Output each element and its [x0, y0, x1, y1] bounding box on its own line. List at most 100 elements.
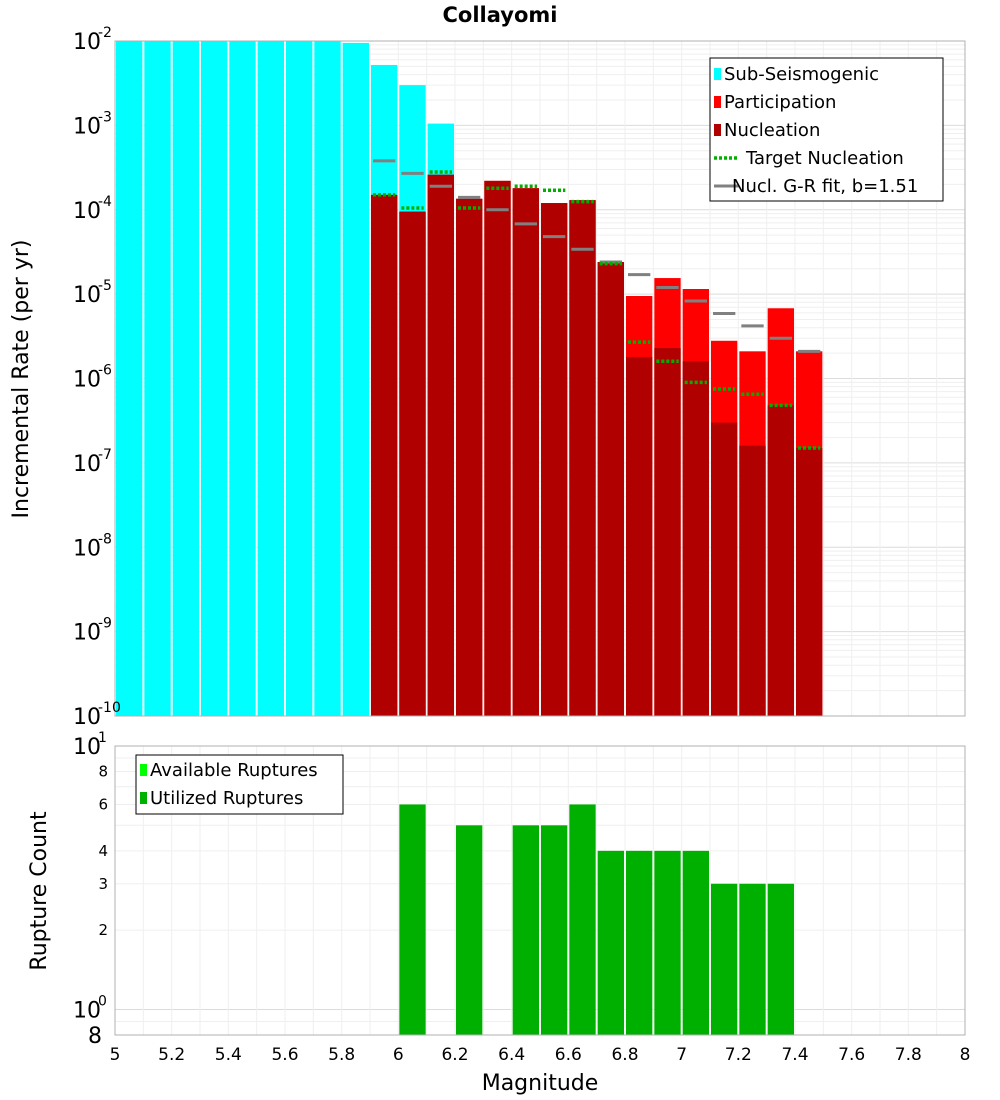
legend-item: Sub-Seismogenic	[714, 64, 879, 85]
x-tick-label: 5.6	[271, 1045, 298, 1065]
y-tick-minor: 3	[98, 875, 108, 893]
nucleation-bar	[399, 211, 426, 716]
legend-swatch	[140, 792, 147, 804]
x-tick-label: 5.2	[158, 1045, 185, 1065]
legend-label: Participation	[724, 92, 836, 113]
utilized-ruptures-bar	[597, 850, 624, 1035]
bottom-plot-frame	[114, 745, 966, 1036]
top-y-ticks: 10-210-310-410-510-610-710-810-910-10	[73, 25, 121, 730]
x-tick-label: 7.8	[895, 1045, 922, 1065]
y-tick-exponent: -4	[98, 194, 112, 210]
y-tick-exponent: 1	[98, 730, 107, 746]
x-tick-label: 6.8	[611, 1045, 638, 1065]
top-plot-frame	[114, 40, 966, 717]
legend-item: Nucleation	[714, 120, 820, 141]
utilized-ruptures-bar	[767, 883, 794, 1035]
sub-seismogenic-bar	[229, 41, 256, 716]
sub-seismogenic-bar	[144, 41, 171, 716]
legend-label: Utilized Ruptures	[150, 788, 303, 809]
nucleation-bar	[484, 180, 511, 716]
top-bars	[116, 41, 823, 717]
legend-box	[709, 57, 944, 202]
top-y-axis-label: Incremental Rate (per yr)	[9, 240, 34, 519]
x-tick-label: 5.4	[215, 1045, 242, 1065]
y-tick-exponent: -3	[98, 109, 112, 125]
legend-label: Sub-Seismogenic	[724, 64, 879, 85]
y-tick-exponent: -5	[98, 278, 112, 294]
nucleation-bar	[654, 347, 681, 716]
y-tick-exponent: -10	[98, 700, 121, 716]
y-tick-minor: 2	[98, 921, 108, 939]
y-tick-label: 10-5	[73, 278, 112, 308]
y-tick-bottom: 8	[88, 1024, 102, 1049]
y-tick-base: 10	[73, 536, 101, 561]
x-tick-label: 8	[960, 1045, 971, 1065]
nucleation-bar	[371, 194, 398, 716]
top-legend: Sub-Seismogenic Participation Nucleation Ta…	[709, 57, 944, 202]
utilized-ruptures-bar	[456, 825, 483, 1035]
y-tick-label: 10-6	[73, 363, 112, 393]
chart-title: Collayomi	[443, 3, 558, 27]
y-tick-base: 10	[73, 621, 101, 646]
x-tick-label: 5	[110, 1045, 121, 1065]
utilized-ruptures-bar	[739, 883, 766, 1035]
sub-seismogenic-bar	[257, 41, 284, 716]
y-tick-minor: 6	[98, 795, 108, 813]
nucleation-bar	[711, 422, 738, 716]
x-tick-label: 6	[393, 1045, 404, 1065]
x-tick-label: 7.6	[838, 1045, 865, 1065]
y-tick-base: 10	[73, 114, 101, 139]
y-tick-exponent: -6	[98, 363, 112, 379]
y-tick-exponent: -9	[98, 616, 112, 632]
sub-seismogenic-bar	[342, 42, 369, 716]
y-tick-base: 10	[73, 452, 101, 477]
y-tick-base: 10	[73, 30, 101, 55]
x-tick-label: 7.4	[781, 1045, 808, 1065]
x-axis-label: Magnitude	[482, 1071, 599, 1096]
y-tick-minor: 4	[98, 842, 108, 860]
x-tick-label: 7	[676, 1045, 687, 1065]
bottom-legend: Available Ruptures Utilized Ruptures	[135, 754, 344, 815]
bottom-bars	[399, 804, 794, 1035]
sub-seismogenic-bar	[116, 41, 143, 716]
nucleation-bar	[512, 188, 539, 717]
y-tick-label: 10-4	[73, 194, 112, 224]
utilized-ruptures-bar	[569, 804, 596, 1035]
nucleation-bar	[626, 356, 653, 716]
y-tick-base: 10	[73, 368, 101, 393]
nucleation-bar	[597, 262, 624, 716]
sub-seismogenic-bar	[286, 41, 313, 716]
y-tick-label: 100	[73, 993, 107, 1023]
utilized-ruptures-bar	[682, 850, 709, 1035]
legend-label: Nucleation	[724, 120, 820, 141]
bottom-y-axis-label: Rupture Count	[27, 811, 52, 971]
utilized-ruptures-bar	[541, 825, 568, 1035]
legend-item: Utilized Ruptures	[140, 788, 303, 809]
y-tick-exponent: 0	[98, 993, 107, 1009]
x-tick-label: 6.4	[498, 1045, 525, 1065]
legend-swatch	[714, 96, 721, 108]
y-tick-label: 10-3	[73, 109, 112, 139]
nucleation-bar	[682, 361, 709, 716]
utilized-ruptures-bar	[626, 850, 653, 1035]
nucleation-bar	[767, 405, 794, 716]
utilized-ruptures-bar	[512, 825, 539, 1035]
y-tick-base: 10	[73, 705, 101, 730]
x-tick-label: 5.8	[328, 1045, 355, 1065]
legend-box	[135, 754, 344, 815]
y-tick-exponent: -7	[98, 447, 112, 463]
x-tick-label: 6.6	[555, 1045, 582, 1065]
y-tick-base: 10	[73, 998, 101, 1023]
sub-seismogenic-bar	[172, 41, 199, 716]
y-tick-label: 101	[73, 730, 107, 760]
legend-item: Available Ruptures	[140, 760, 318, 781]
legend-label: Target Nucleation	[745, 148, 904, 169]
x-ticks: 5 5.2 5.4 5.6 5.8 6 6.2 6.4 6.6 6.8 7 7.2 7.4 7.6 7.8 8	[110, 1045, 971, 1065]
legend-item: Nucl. G-R fit, b=1.51	[714, 176, 918, 197]
y-tick-base: 10	[73, 735, 101, 760]
x-tick-label: 7.2	[725, 1045, 752, 1065]
nucleation-bar	[796, 448, 823, 716]
y-tick-label: 10-9	[73, 616, 112, 646]
